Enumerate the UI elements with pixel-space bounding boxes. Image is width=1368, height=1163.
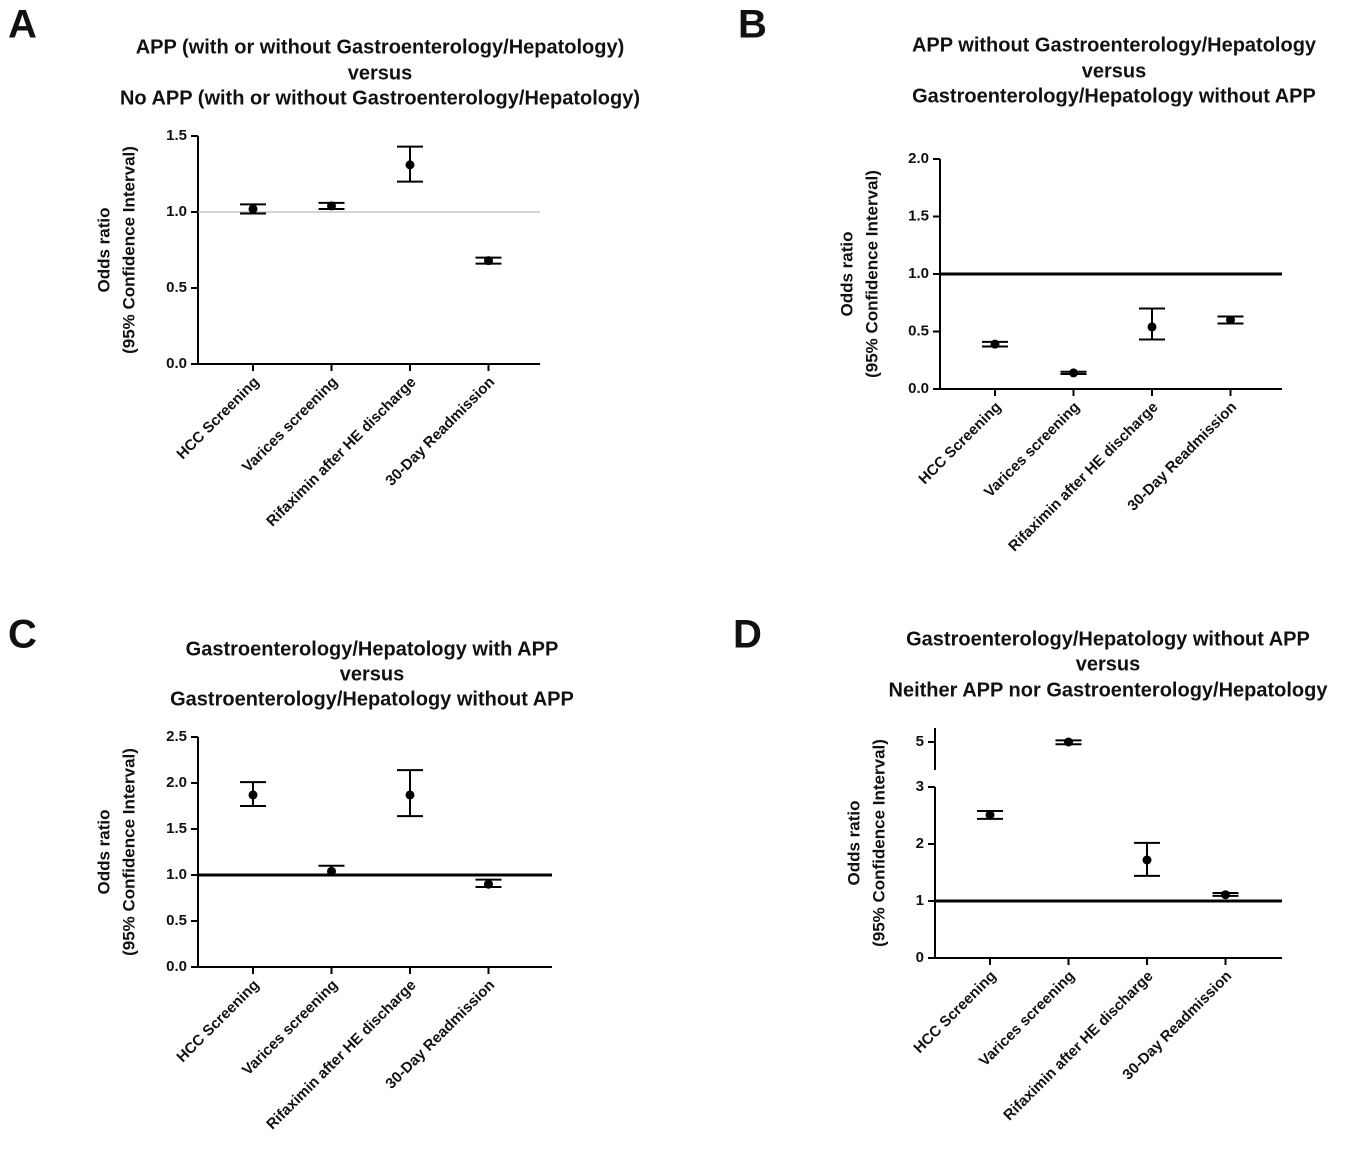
y-tick-label: 1.5 bbox=[908, 207, 929, 224]
x-tick-label: HCC Screening bbox=[915, 399, 1004, 488]
y-axis-label: (95% Confidence Interval) bbox=[119, 146, 138, 354]
y-tick-label: 1.0 bbox=[166, 203, 187, 220]
x-tick-label: Rifaximin after HE discharge bbox=[263, 977, 419, 1133]
chart-title: Neither APP nor Gastroenterology/Hepatol… bbox=[889, 679, 1329, 701]
point bbox=[484, 256, 493, 266]
chart-title: APP without Gastroenterology/Hepatology bbox=[912, 34, 1317, 56]
panel-label: D bbox=[733, 613, 762, 657]
x-tick-label: Rifaximin after HE discharge bbox=[263, 374, 419, 530]
chart-title: versus bbox=[1082, 60, 1147, 82]
chart-title: Gastroenterology/Hepatology without APP bbox=[912, 85, 1316, 107]
point bbox=[1069, 368, 1078, 378]
chart-title: versus bbox=[1076, 653, 1141, 675]
point bbox=[405, 790, 415, 800]
chart-title: versus bbox=[348, 62, 413, 84]
point bbox=[248, 204, 258, 214]
x-tick-label: HCC Screening bbox=[173, 977, 262, 1066]
panel-label: A bbox=[8, 3, 37, 47]
y-axis-label: Odds ratio bbox=[94, 809, 113, 894]
y-tick-label: 2.5 bbox=[166, 728, 187, 745]
chart-title: No APP (with or without Gastroenterology… bbox=[120, 87, 640, 109]
point bbox=[484, 879, 493, 889]
chart-title: versus bbox=[340, 663, 405, 685]
y-tick-label: 2.0 bbox=[908, 150, 929, 167]
chart-title: Gastroenterology/Hepatology with APP bbox=[186, 638, 559, 660]
point bbox=[1147, 322, 1157, 332]
panel: C Gastroenterology/Hepatology with APP ver… bbox=[8, 613, 574, 1133]
point bbox=[990, 339, 1000, 349]
y-tick-label: 1.5 bbox=[166, 127, 187, 144]
point bbox=[327, 201, 336, 211]
x-tick-label: HCC Screening bbox=[910, 968, 999, 1057]
point bbox=[1221, 890, 1230, 900]
point bbox=[405, 160, 415, 170]
point bbox=[1064, 737, 1073, 747]
x-tick-label: Rifaximin after HE discharge bbox=[1005, 399, 1161, 555]
panel-label: B bbox=[738, 3, 767, 47]
point bbox=[248, 790, 258, 800]
x-tick-label: HCC Screening bbox=[173, 374, 262, 463]
chart-title: Gastroenterology/Hepatology without APP bbox=[170, 688, 574, 710]
y-tick-label: 0 bbox=[916, 949, 924, 966]
point bbox=[1226, 315, 1235, 325]
y-tick-label: 5 bbox=[916, 733, 924, 750]
y-tick-label: 1.0 bbox=[166, 866, 187, 883]
x-tick-label: Rifaximin after HE discharge bbox=[1000, 968, 1156, 1124]
y-axis-label: Odds ratio bbox=[837, 231, 856, 316]
point bbox=[985, 810, 995, 820]
panel: A APP (with or without Gastroenterology/H… bbox=[8, 3, 640, 530]
y-axis-label: Odds ratio bbox=[844, 800, 863, 885]
y-tick-label: 0.0 bbox=[908, 380, 929, 397]
y-axis-label: (95% Confidence Interval) bbox=[862, 170, 881, 378]
panel: B APP without Gastroenterology/Hepatology… bbox=[738, 3, 1317, 555]
y-tick-label: 0.5 bbox=[166, 912, 187, 929]
y-axis-label: Odds ratio bbox=[94, 207, 113, 292]
y-tick-label: 1 bbox=[916, 892, 924, 909]
y-tick-label: 1.0 bbox=[908, 265, 929, 282]
panel: D Gastroenterology/Hepatology without APP… bbox=[733, 613, 1328, 1124]
panel-label: C bbox=[8, 613, 37, 657]
y-tick-label: 1.5 bbox=[166, 820, 187, 837]
chart-title: Gastroenterology/Hepatology without APP bbox=[906, 628, 1310, 650]
y-tick-label: 2 bbox=[916, 835, 924, 852]
y-axis-label: (95% Confidence Interval) bbox=[869, 739, 888, 947]
point bbox=[1142, 855, 1152, 865]
chart-title: APP (with or without Gastroenterology/He… bbox=[136, 36, 625, 58]
y-axis-label: (95% Confidence Interval) bbox=[119, 748, 138, 956]
y-tick-label: 0.5 bbox=[166, 279, 187, 296]
y-tick-label: 3 bbox=[916, 778, 924, 795]
y-tick-label: 2.0 bbox=[166, 774, 187, 791]
y-tick-label: 0.0 bbox=[166, 958, 187, 975]
y-tick-label: 0.5 bbox=[908, 322, 929, 339]
y-tick-label: 0.0 bbox=[166, 355, 187, 372]
point bbox=[327, 866, 336, 876]
